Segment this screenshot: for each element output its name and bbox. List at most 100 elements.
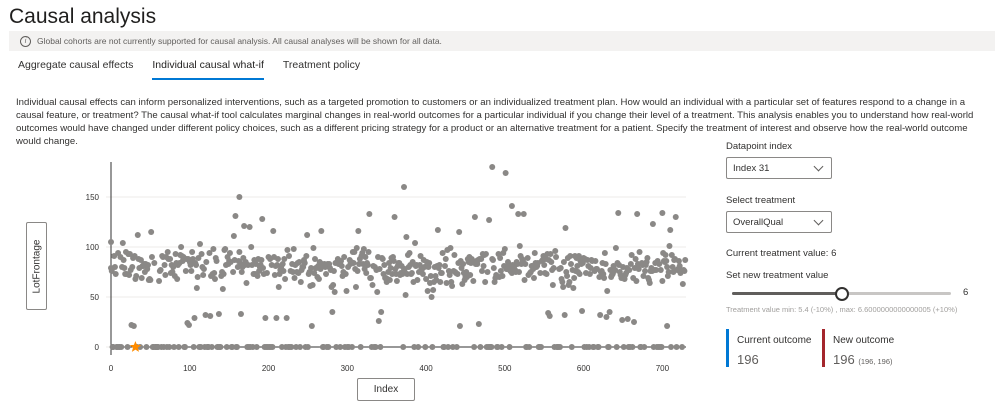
new-outcome-card: New outcome 196 (196, 196) <box>822 329 894 367</box>
data-point <box>676 263 683 269</box>
data-point <box>531 250 538 256</box>
data-point <box>178 244 185 250</box>
slider-thumb[interactable] <box>834 287 849 301</box>
data-point <box>203 259 210 265</box>
data-point <box>482 279 489 285</box>
data-point <box>230 233 237 239</box>
y-tick-label: 100 <box>86 243 100 252</box>
x-axis-selector-button[interactable]: Index <box>357 378 415 401</box>
data-point <box>475 321 482 327</box>
data-point <box>675 258 682 264</box>
data-point <box>524 255 531 261</box>
y-axis-label: LotFrontage <box>31 239 42 293</box>
data-point <box>360 246 367 252</box>
data-point <box>434 227 441 233</box>
data-point <box>379 256 386 262</box>
data-point <box>193 285 200 291</box>
data-point <box>330 282 337 288</box>
tab-individual-causal-what-if[interactable]: Individual causal what-if <box>152 59 264 80</box>
data-point <box>436 262 443 268</box>
data-point <box>108 239 114 245</box>
data-point <box>597 312 604 318</box>
data-point <box>350 260 357 266</box>
data-point <box>672 214 679 220</box>
y-tick-label: 150 <box>86 193 100 202</box>
slider-value: 6 <box>963 287 969 298</box>
data-point <box>560 259 567 265</box>
data-point <box>604 288 611 294</box>
treatment-dropdown[interactable]: OverallQual <box>726 211 832 233</box>
data-point <box>200 266 207 272</box>
tab-aggregate-causal-effects[interactable]: Aggregate causal effects <box>18 59 134 71</box>
y-tick-label: 0 <box>95 343 100 352</box>
data-point <box>516 269 523 275</box>
data-point <box>290 246 297 252</box>
data-point <box>134 232 141 238</box>
data-point <box>401 184 408 190</box>
data-point <box>568 261 574 267</box>
data-point <box>282 276 289 282</box>
data-point <box>681 268 688 274</box>
data-point <box>331 289 338 295</box>
data-point <box>219 286 226 292</box>
data-point <box>372 344 379 350</box>
data-point <box>530 275 537 281</box>
data-point <box>187 262 194 268</box>
data-point <box>211 270 218 276</box>
data-point <box>667 227 674 233</box>
data-point <box>612 267 619 273</box>
y-axis-selector-button[interactable]: LotFrontage <box>26 222 47 310</box>
data-point <box>615 210 622 216</box>
data-point <box>636 249 643 255</box>
data-point <box>118 344 125 350</box>
data-point <box>498 344 505 350</box>
data-point <box>549 282 556 288</box>
data-point <box>126 272 133 278</box>
data-point <box>275 284 282 290</box>
data-point <box>130 323 137 329</box>
data-point <box>595 344 602 350</box>
data-point <box>288 344 295 350</box>
data-point <box>449 283 456 289</box>
data-point <box>471 214 478 220</box>
data-point <box>338 263 345 269</box>
y-tick-label: 50 <box>90 293 99 302</box>
data-point <box>280 268 287 274</box>
data-point <box>296 259 303 265</box>
data-point <box>310 245 317 251</box>
data-point <box>386 260 393 266</box>
data-point <box>560 284 567 290</box>
tab-treatment-policy[interactable]: Treatment policy <box>282 59 361 71</box>
data-point <box>377 344 384 350</box>
datapoint-index-dropdown[interactable]: Index 31 <box>726 157 832 179</box>
data-point <box>308 265 315 271</box>
data-point <box>375 318 382 324</box>
data-point <box>526 344 533 350</box>
data-point <box>369 282 376 288</box>
data-point <box>641 344 648 350</box>
data-point <box>357 344 364 350</box>
treatment-value: OverallQual <box>733 216 784 228</box>
data-point <box>217 344 224 350</box>
data-point <box>259 216 266 222</box>
data-point <box>502 170 509 176</box>
treatment-slider[interactable] <box>732 287 951 301</box>
x-tick-label: 100 <box>183 364 197 373</box>
data-point <box>120 257 127 263</box>
data-point <box>387 265 394 271</box>
datapoint-index-value: Index 31 <box>733 162 770 174</box>
data-point <box>564 273 571 279</box>
set-new-treatment-label: Set new treatment value <box>726 270 829 281</box>
data-point <box>437 279 444 285</box>
data-point <box>230 269 237 275</box>
data-point <box>393 278 400 284</box>
data-point <box>438 270 445 276</box>
data-point <box>167 256 174 262</box>
data-point <box>202 312 209 318</box>
scatter-chart[interactable]: 0 50 100 150 0 100 200 300 400 500 600 700 <box>0 150 720 380</box>
data-point <box>426 260 433 266</box>
data-point <box>548 259 555 265</box>
data-point <box>442 256 449 262</box>
data-point <box>386 277 393 283</box>
data-point <box>586 271 593 277</box>
